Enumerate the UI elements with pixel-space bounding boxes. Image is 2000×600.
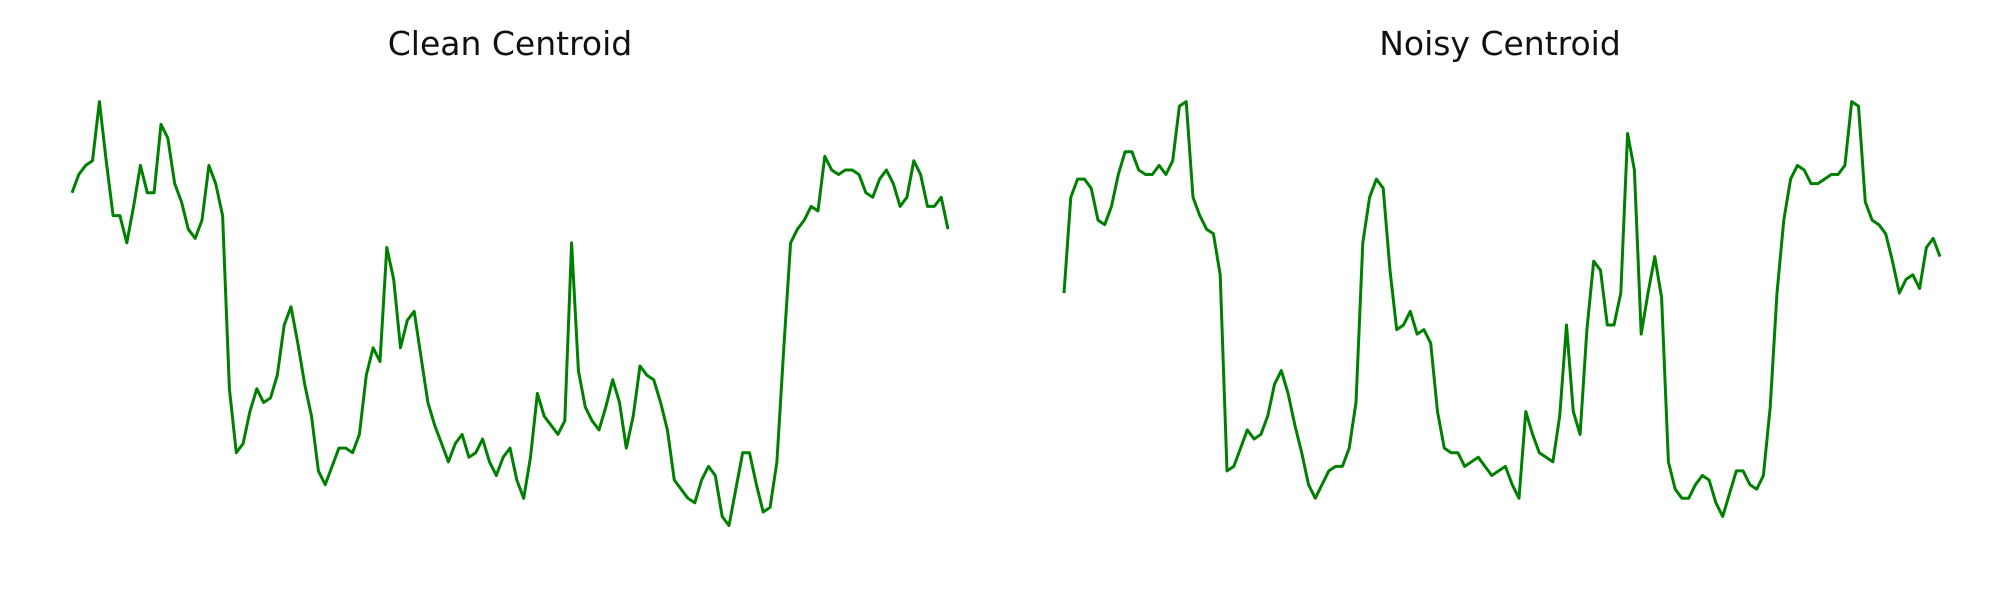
chart-panel-clean: Clean Centroid [70, 24, 950, 528]
series-line-noisy-0 [1062, 100, 1942, 518]
plot-area-noisy [1062, 100, 1942, 518]
chart-panel-noisy: Noisy Centroid [1000, 0, 2000, 600]
chart-title-noisy: Noisy Centroid [1379, 24, 1621, 63]
plot-area-clean [70, 100, 950, 528]
chart-title-clean: Clean Centroid [387, 24, 633, 63]
series-line-clean-0 [70, 100, 950, 528]
